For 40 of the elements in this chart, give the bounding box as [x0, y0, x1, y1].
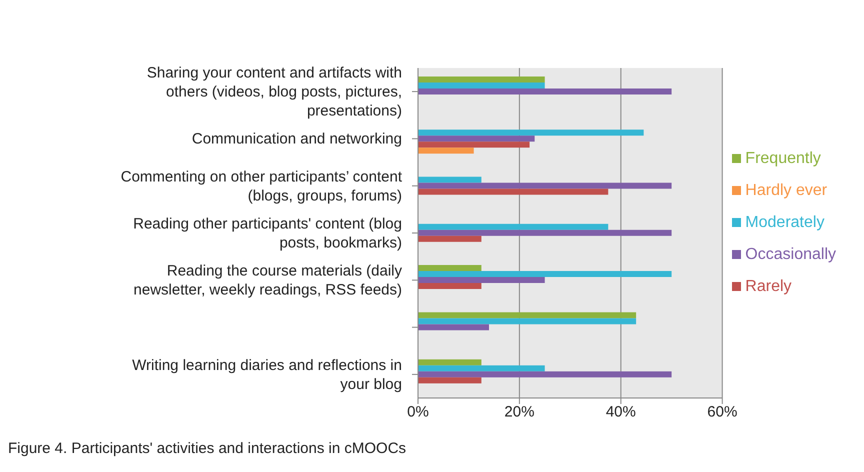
y-tick-label: Commenting on other participants’ content (blogs, groups, forums) — [120, 168, 403, 204]
bar — [418, 82, 545, 88]
bar — [418, 88, 672, 94]
bar — [418, 371, 672, 378]
legend-label: Frequently — [745, 150, 821, 167]
y-tick-label: Communication and networking — [192, 130, 402, 148]
y-tick-label: Sharing your content and artifacts with others (videos, blog posts, pictures, presentations) — [146, 64, 402, 120]
bar — [418, 318, 636, 324]
x-tick-label: 20% — [504, 404, 534, 421]
bar — [418, 230, 672, 236]
bar — [418, 142, 530, 148]
bar — [418, 188, 608, 195]
x-tick-label: 40% — [606, 404, 636, 421]
legend-label: Moderately — [745, 214, 824, 231]
bar — [418, 283, 482, 290]
bar — [418, 365, 545, 372]
bar — [418, 271, 672, 278]
legend-label: Hardly ever — [745, 182, 828, 199]
y-tick-label: Reading other participants' content (blog posts, bookmarks) — [133, 215, 402, 251]
x-tick-label: 0% — [407, 404, 429, 421]
bar — [418, 76, 545, 82]
y-tick-label: Writing learning diaries and reflections in your blog — [132, 356, 402, 392]
bar — [418, 277, 545, 284]
bar — [418, 182, 672, 189]
legend-label: Rarely — [745, 278, 792, 295]
bar — [418, 148, 474, 154]
caption: Figure 4. Participants' activities and interactions in cMOOCs — [8, 440, 408, 457]
bar — [418, 377, 482, 384]
bar — [418, 224, 608, 230]
bar — [418, 359, 482, 366]
bar — [418, 176, 482, 183]
bar — [418, 324, 490, 330]
bar — [418, 136, 535, 142]
bar — [418, 312, 636, 318]
legend-label: Occasionally — [745, 246, 836, 263]
x-tick-label: 60% — [707, 404, 738, 421]
y-tick-label: Reading the course materials (daily newsletter, weekly readings, RSS feeds) — [134, 262, 402, 298]
bar — [418, 236, 482, 242]
bar — [418, 130, 644, 136]
bar — [418, 265, 482, 272]
